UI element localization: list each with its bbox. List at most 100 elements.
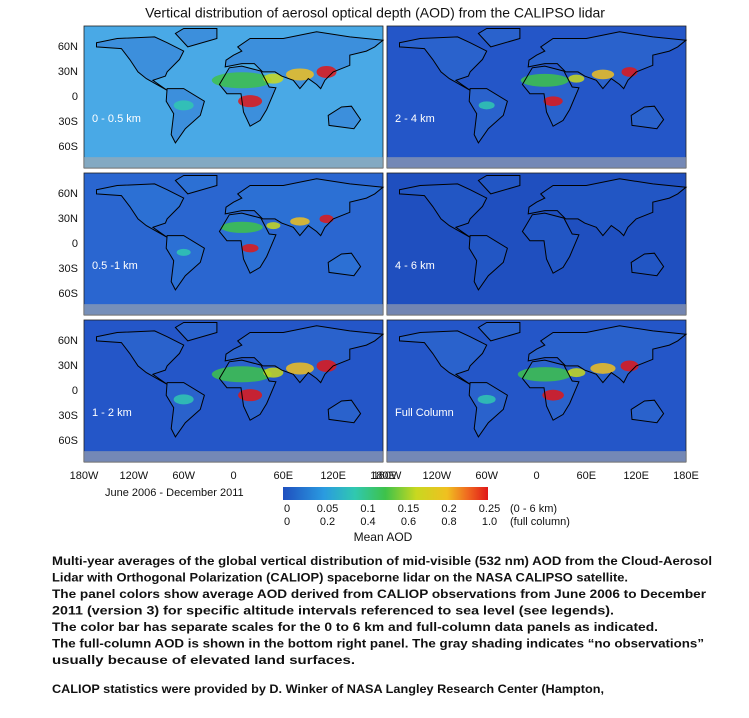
map-panel: Full Column: [386, 319, 688, 463]
panel-label: 1 - 2 km: [92, 407, 132, 419]
coastline: [468, 382, 508, 438]
aod-hotspot: [266, 222, 281, 230]
colorbar-note: (full column): [510, 516, 570, 528]
aod-hotspot: [621, 67, 638, 77]
coastline: [468, 235, 508, 291]
lat-label: 60N: [58, 41, 78, 53]
caption-line: usually because of elevated land surface…: [52, 653, 355, 667]
coastline: [165, 88, 205, 144]
colorbar-tick: 0.15: [398, 503, 419, 515]
colorbar-tick: 0.2: [441, 503, 456, 515]
lon-label: 180W: [70, 470, 99, 482]
land: [225, 31, 383, 89]
coastline: [527, 31, 688, 90]
aod-hotspot: [478, 101, 495, 110]
lon-label: 0: [533, 470, 539, 482]
aod-hotspot: [319, 214, 334, 224]
aod-hotspot: [517, 367, 572, 382]
colorbar-tick: 0: [284, 516, 290, 528]
coastline: [224, 31, 385, 90]
coastline: [327, 105, 362, 130]
aod-hotspot: [220, 221, 263, 233]
caption-line: Lidar with Orthogonal Polarization (CALI…: [52, 571, 628, 585]
coastline: [630, 105, 665, 130]
caption-line: Multi-year averages of the global vertic…: [52, 554, 712, 568]
panel-label: 2 - 4 km: [395, 113, 435, 125]
coastline: [468, 88, 508, 144]
lon-label: 180W: [373, 470, 402, 482]
lat-label: 30S: [58, 410, 78, 422]
lat-label: 0: [72, 91, 78, 103]
aod-hotspot: [477, 394, 496, 404]
coastline: [399, 183, 488, 238]
land: [328, 400, 361, 423]
caption-line: 2011 (version 3) for specific altitude i…: [52, 604, 614, 618]
no-data-antarctica: [387, 451, 686, 462]
colorbar-tick: 0.6: [401, 516, 416, 528]
coastline: [224, 325, 385, 384]
lon-label: 120E: [320, 470, 346, 482]
coastline: [477, 175, 521, 195]
no-data-antarctica: [84, 304, 383, 315]
map-panel: 2 - 4 km: [386, 25, 688, 169]
colorbar-tick: 0.8: [441, 516, 456, 528]
credit: CALIOP statistics were provided by D. Wi…: [52, 682, 604, 696]
colorbar-label: Mean AOD: [354, 530, 413, 544]
coastline: [477, 322, 521, 342]
coastline: [174, 28, 218, 48]
aod-hotspot: [520, 73, 569, 87]
aod-hotspot: [542, 389, 564, 401]
caption-line: The panel colors show average AOD derive…: [52, 587, 706, 601]
aod-hotspot: [241, 243, 259, 253]
aod-hotspot: [590, 363, 616, 374]
aod-hotspot: [543, 96, 563, 106]
coastline: [527, 325, 688, 384]
lat-label: 60S: [58, 288, 78, 300]
coastline: [96, 183, 185, 238]
lon-label: 120W: [422, 470, 451, 482]
aod-hotspot: [568, 74, 585, 83]
colorbar-tick: 0.1: [360, 503, 375, 515]
aod-hotspot: [176, 248, 191, 256]
coastline: [218, 212, 277, 274]
lat-label: 30S: [58, 116, 78, 128]
map-panel: 0.5 -1 km: [83, 172, 385, 316]
coastline: [521, 212, 580, 274]
aod-hotspot: [211, 366, 272, 383]
land: [522, 213, 579, 274]
aod-hotspot: [316, 65, 337, 78]
no-data-antarctica: [387, 304, 686, 315]
map-panel: 1 - 2 km: [83, 319, 385, 463]
colorbar: [283, 487, 488, 500]
aod-hotspot: [263, 367, 284, 378]
lat-label: 60N: [58, 335, 78, 347]
aod-hotspot: [285, 68, 314, 81]
aod-hotspot: [263, 73, 284, 84]
panel-label: 0.5 -1 km: [92, 260, 138, 272]
land: [631, 253, 664, 276]
land: [631, 400, 664, 423]
coastline: [174, 175, 218, 195]
aod-hotspot: [285, 362, 314, 375]
colorbar-tick: 0: [284, 503, 290, 515]
caption: Multi-year averages of the global vertic…: [52, 554, 712, 667]
lon-label: 60W: [475, 470, 498, 482]
lon-label: 60E: [577, 470, 597, 482]
aod-hotspot: [173, 394, 194, 405]
lat-label: 60S: [58, 141, 78, 153]
coastline: [218, 65, 277, 127]
coastline: [399, 36, 488, 91]
coastline: [630, 252, 665, 277]
lat-label: 0: [72, 238, 78, 250]
land: [166, 382, 205, 437]
lon-label: 120W: [119, 470, 148, 482]
land: [631, 106, 664, 129]
lon-label: 180E: [673, 470, 699, 482]
aod-hotspot: [173, 100, 194, 111]
map-panel: 4 - 6 km: [386, 172, 688, 316]
coastline: [521, 359, 580, 421]
lon-label: 120E: [623, 470, 649, 482]
coastline: [174, 322, 218, 342]
title: Vertical distribution of aerosol optical…: [145, 5, 605, 21]
